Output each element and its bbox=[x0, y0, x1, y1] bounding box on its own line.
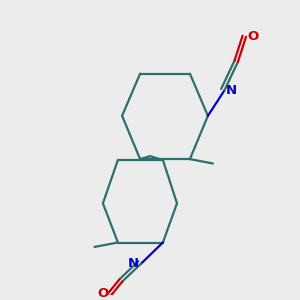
Text: N: N bbox=[225, 84, 237, 97]
Text: O: O bbox=[97, 287, 109, 300]
Text: N: N bbox=[128, 257, 139, 270]
Text: O: O bbox=[247, 30, 258, 43]
